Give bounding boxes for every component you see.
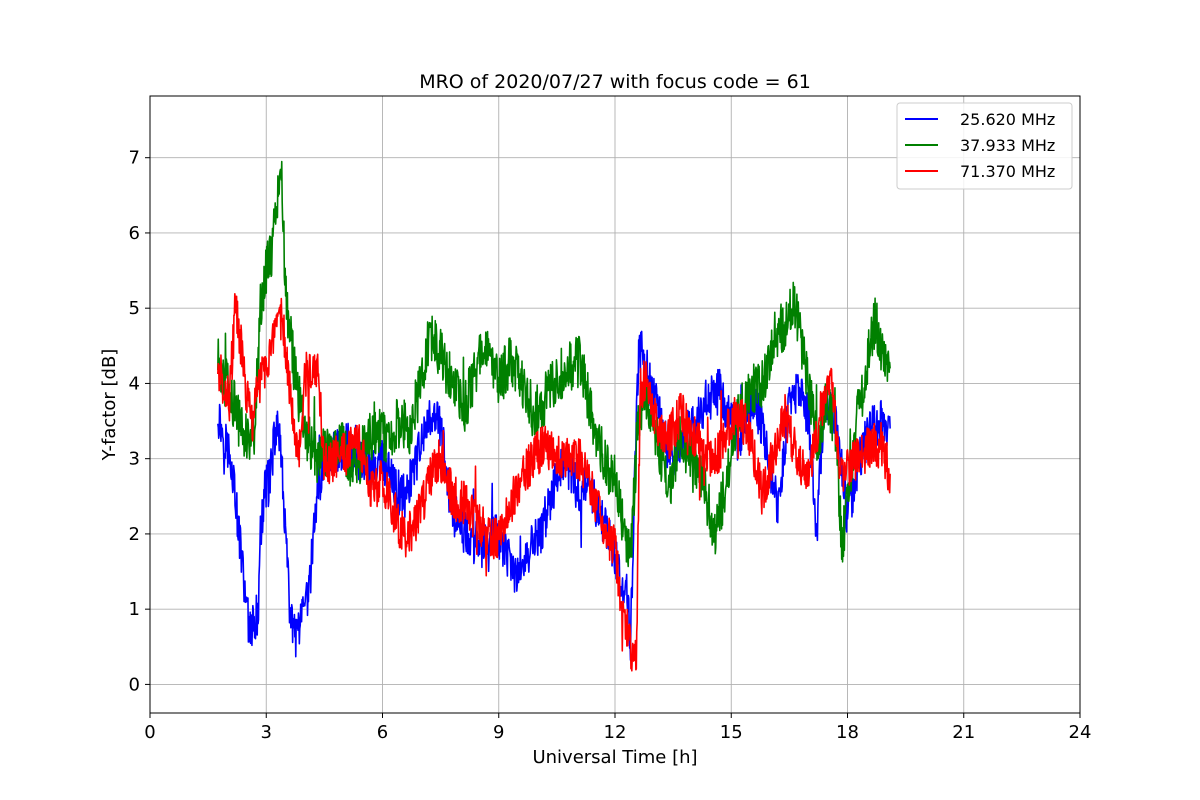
- legend-label: 71.370 MHz: [960, 162, 1055, 181]
- x-tick-label: 21: [952, 722, 975, 743]
- y-axis: 0 1 2 3 4 5 6 7: [129, 148, 150, 695]
- y-tick-label: 5: [129, 298, 140, 319]
- y-tick-label: 2: [129, 524, 140, 545]
- chart-title: MRO of 2020/07/27 with focus code = 61: [419, 71, 811, 93]
- y-tick-label: 3: [129, 449, 140, 470]
- x-tick-label: 18: [836, 722, 859, 743]
- x-axis-label: Universal Time [h]: [532, 747, 697, 768]
- y-tick-label: 0: [129, 674, 140, 695]
- x-axis: 0 3 6 9 12 15 18 21 24: [144, 713, 1091, 743]
- y-tick-label: 4: [129, 373, 140, 394]
- x-tick-label: 9: [493, 722, 504, 743]
- x-tick-label: 6: [377, 722, 388, 743]
- x-tick-label: 12: [604, 722, 627, 743]
- y-tick-label: 6: [129, 223, 140, 244]
- y-axis-label: Y-factor [dB]: [99, 349, 120, 462]
- y-tick-label: 1: [129, 599, 140, 620]
- series-layer: [217, 160, 891, 672]
- y-tick-label: 7: [129, 148, 140, 169]
- legend-label: 25.620 MHz: [960, 110, 1055, 129]
- x-tick-label: 15: [720, 722, 743, 743]
- x-tick-label: 3: [261, 722, 272, 743]
- x-tick-label: 24: [1069, 722, 1092, 743]
- legend-label: 37.933 MHz: [960, 136, 1055, 155]
- legend-box: [896, 102, 1073, 190]
- legend: 25.620 MHz 37.933 MHz 71.370 MHz: [896, 102, 1073, 190]
- x-tick-label: 0: [144, 722, 155, 743]
- series-line: [217, 292, 891, 672]
